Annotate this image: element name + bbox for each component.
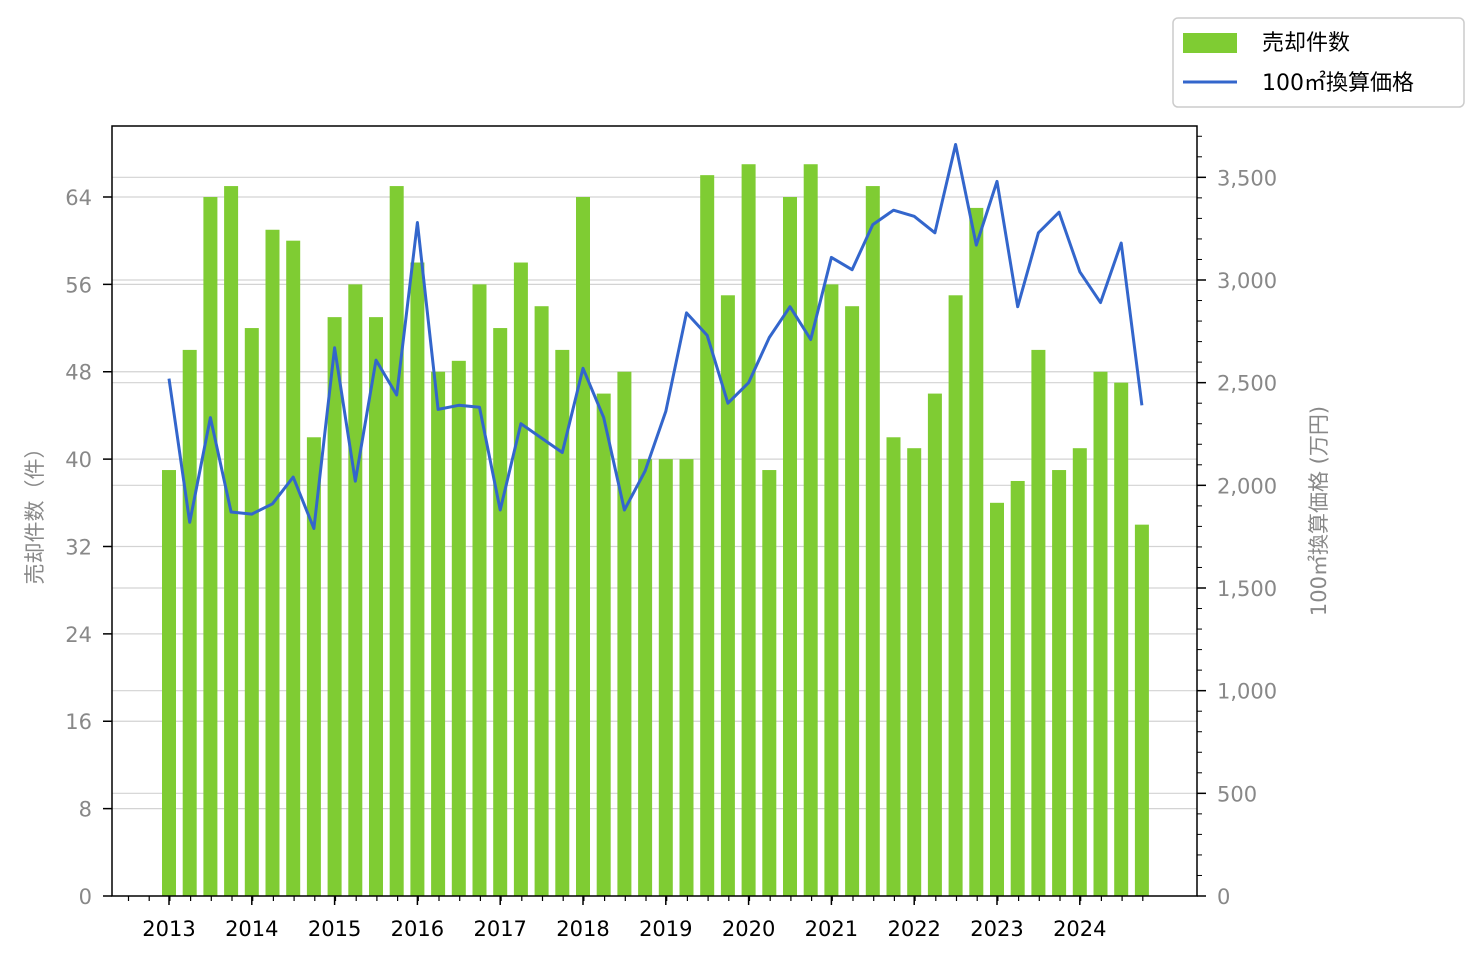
left-tick-label: 8 <box>79 798 92 822</box>
bar <box>741 164 756 897</box>
right-tick-label: 2,000 <box>1217 474 1277 498</box>
bar <box>162 470 176 896</box>
x-tick-label: 2014 <box>225 917 278 941</box>
bar <box>679 459 694 896</box>
bar <box>1114 382 1129 897</box>
legend-label-bar: 売却件数 <box>1262 31 1350 56</box>
right-tick-label: 1,500 <box>1217 577 1277 601</box>
left-tick-label: 64 <box>65 186 92 210</box>
x-tick-label: 2020 <box>722 917 775 941</box>
bar <box>1134 524 1149 896</box>
bar <box>451 360 466 896</box>
left-tick-label: 56 <box>65 273 92 297</box>
left-tick-label: 0 <box>79 885 92 909</box>
left-tick-label: 24 <box>65 623 92 647</box>
bar <box>886 437 901 896</box>
legend-frame <box>1172 17 1465 108</box>
bar <box>638 459 653 896</box>
bar <box>762 470 777 896</box>
x-tick-label: 2024 <box>1053 917 1106 941</box>
x-axis: 2013 2014 2015 2016 2017 2018 2019 2020 2021 2022… <box>127 896 1144 941</box>
bar <box>286 240 301 896</box>
bar <box>1031 349 1046 896</box>
bar <box>513 262 528 897</box>
x-tick-label: 2023 <box>970 917 1023 941</box>
bar <box>389 186 404 896</box>
bar <box>803 164 818 897</box>
bar <box>617 371 632 896</box>
right-tick-label: 2,500 <box>1217 372 1277 396</box>
x-tick-label: 2013 <box>142 917 195 941</box>
x-tick-label: 2015 <box>308 917 361 941</box>
plot-frame <box>111 125 1198 897</box>
bar <box>783 196 797 896</box>
left-y-axis: 0 8 16 24 32 40 48 56 64 <box>65 186 112 909</box>
x-tick-label: 2019 <box>639 917 692 941</box>
bar <box>431 371 446 896</box>
bar <box>493 328 508 896</box>
right-axis-label: 100㎡換算価格 (万円) <box>1307 406 1331 616</box>
bar <box>327 317 342 896</box>
bar <box>907 448 922 896</box>
bar <box>1052 470 1067 896</box>
bar <box>203 196 218 896</box>
line-series <box>167 143 1144 530</box>
bar <box>1093 371 1108 896</box>
bar <box>306 437 321 896</box>
bar <box>555 349 570 896</box>
bar <box>224 186 239 896</box>
bar <box>182 349 197 896</box>
bar <box>658 459 673 896</box>
bar <box>410 262 425 897</box>
bar <box>1072 448 1087 896</box>
right-tick-label: 1,000 <box>1217 680 1277 704</box>
bar <box>534 306 549 896</box>
x-tick-label: 2016 <box>391 917 444 941</box>
bar <box>927 393 942 896</box>
bar <box>244 328 259 896</box>
right-tick-label: 3,000 <box>1217 269 1277 293</box>
bar <box>596 393 611 896</box>
bar <box>948 295 963 896</box>
right-tick-label: 0 <box>1217 885 1230 909</box>
bar <box>265 229 280 897</box>
legend-label-line: 100㎡換算価格 <box>1262 70 1414 96</box>
bar <box>845 306 860 896</box>
bar <box>472 284 487 897</box>
bar <box>969 207 984 896</box>
bar <box>990 502 1004 896</box>
x-tick-label: 2017 <box>473 917 526 941</box>
legend: 売却件数 100㎡換算価格 <box>1172 17 1465 108</box>
right-tick-label: 500 <box>1217 782 1257 806</box>
left-tick-label: 40 <box>65 448 92 472</box>
price-line <box>167 143 1144 530</box>
bar <box>700 175 715 897</box>
bar-series <box>162 164 1149 897</box>
x-tick-label: 2021 <box>805 917 858 941</box>
bar <box>720 295 735 896</box>
left-axis-label: 売却件数（件） <box>23 438 47 585</box>
x-tick-label: 2018 <box>556 917 609 941</box>
bar <box>1010 480 1025 896</box>
x-tick-label: 2022 <box>887 917 940 941</box>
left-tick-label: 32 <box>65 535 92 559</box>
bar <box>369 317 383 896</box>
bar <box>865 186 880 896</box>
bar <box>348 284 363 897</box>
legend-bar-swatch <box>1183 33 1237 53</box>
right-y-axis: 0 500 1,000 1,500 2,000 2,500 3,000 3,500 <box>1197 135 1277 909</box>
left-tick-label: 16 <box>65 710 92 734</box>
bar <box>576 196 590 896</box>
right-tick-label: 3,500 <box>1217 166 1277 190</box>
bar <box>824 284 839 897</box>
left-tick-label: 48 <box>65 361 92 385</box>
